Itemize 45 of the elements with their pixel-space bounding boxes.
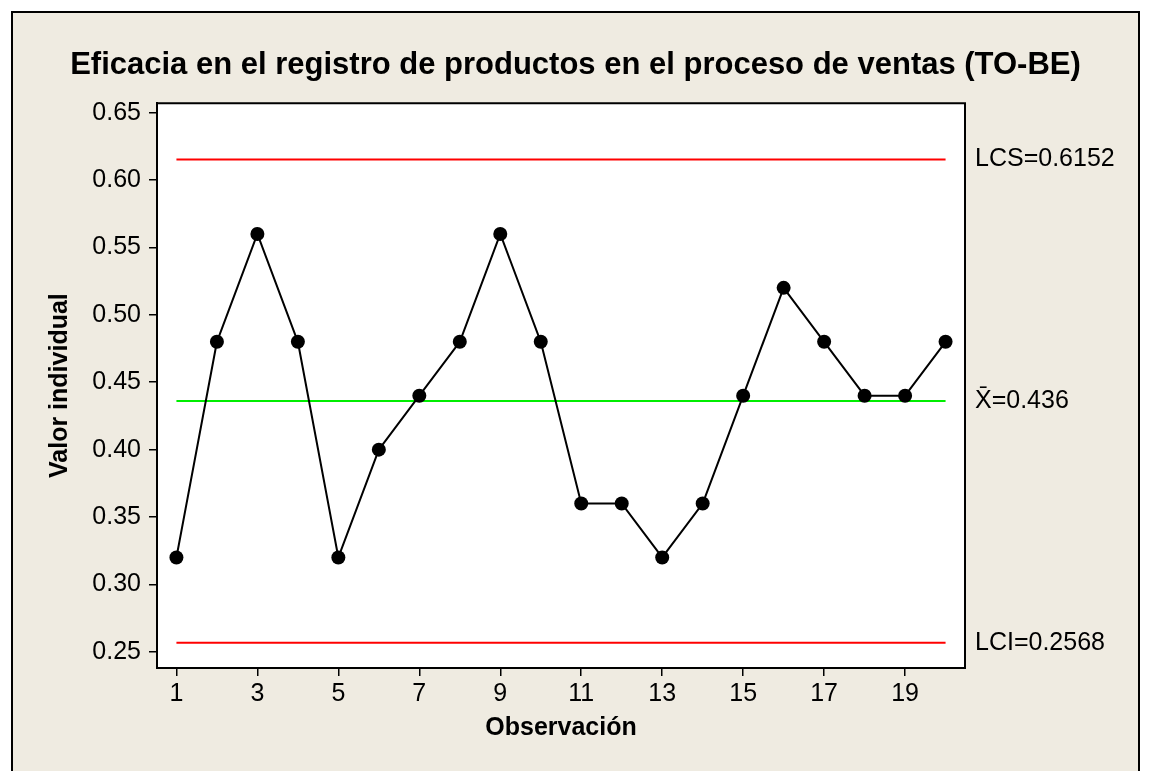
x-tick-label: 15 (729, 677, 758, 706)
point (695, 496, 710, 511)
point (452, 334, 467, 349)
x-tick-label: 3 (250, 677, 265, 706)
point (493, 226, 508, 241)
x-tick-label: 19 (891, 677, 919, 706)
y-tick-label: 0.50 (92, 298, 141, 327)
point (614, 496, 629, 511)
x-tick-label: 5 (331, 677, 346, 706)
point (817, 334, 832, 349)
x-tick-label: 11 (568, 677, 595, 706)
y-tick-label: 0.35 (92, 500, 141, 529)
x-tick-label: 7 (412, 677, 427, 706)
point (736, 388, 751, 403)
x-tick-label: 17 (810, 677, 839, 706)
x-tick-label: 1 (169, 677, 184, 706)
y-axis-title: Valor individual (43, 293, 72, 478)
point (250, 226, 265, 241)
y-tick-label: 0.25 (92, 635, 141, 664)
ref-line-label: LCS=0.6152 (975, 143, 1115, 172)
y-tick-label: 0.40 (92, 433, 141, 462)
y-tick-label: 0.60 (92, 163, 141, 192)
point (209, 334, 224, 349)
y-tick-label: 0.55 (92, 231, 141, 260)
point (776, 280, 791, 295)
point (371, 442, 386, 457)
point (331, 550, 346, 565)
point (169, 550, 184, 565)
point (655, 550, 670, 565)
point (857, 388, 872, 403)
point (938, 334, 953, 349)
ref-line-label: X̄=0.436 (975, 384, 1069, 413)
x-tick-label: 9 (493, 677, 508, 706)
point (898, 388, 913, 403)
point (412, 388, 427, 403)
y-tick-label: 0.65 (92, 96, 141, 125)
chart-title: Eficacia en el registro de productos en el proceso de ventas (TO-BE) (70, 46, 1081, 82)
point (574, 496, 589, 511)
x-tick-label: 13 (648, 677, 677, 706)
point (290, 334, 305, 349)
point (533, 334, 548, 349)
y-tick-label: 0.45 (92, 366, 141, 395)
ref-line-label: LCI=0.2568 (975, 626, 1105, 655)
x-axis-title: Observación (485, 711, 637, 740)
y-tick-label: 0.30 (92, 568, 141, 597)
